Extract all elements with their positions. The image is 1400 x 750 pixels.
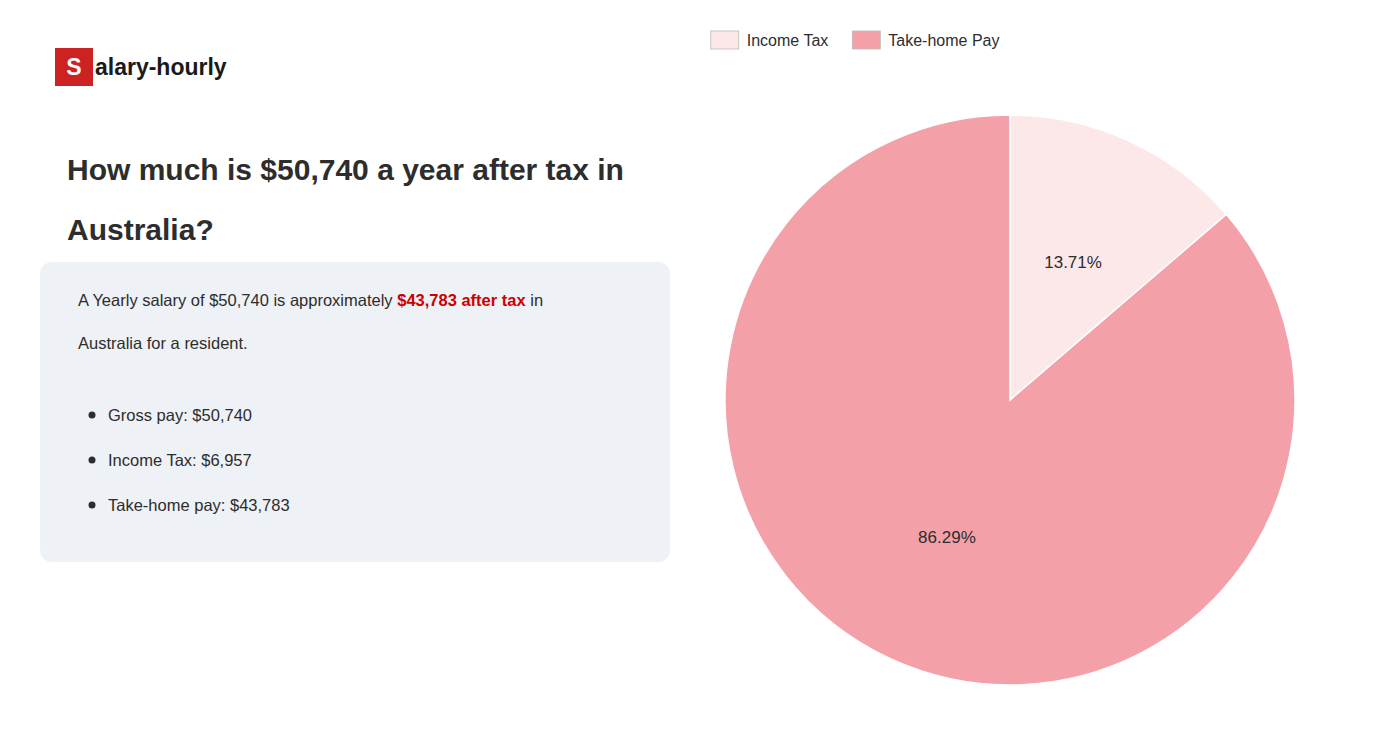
logo-text: alary-hourly xyxy=(95,54,227,80)
data-label: 86.29% xyxy=(918,528,976,547)
info-box xyxy=(40,262,670,562)
legend-swatch xyxy=(711,31,739,49)
box-line: Australia for a resident. xyxy=(78,334,248,352)
bullet-dot xyxy=(89,412,96,419)
title: How much is $50,740 a year after tax in xyxy=(67,153,624,186)
bullet-dot xyxy=(89,502,96,509)
legend: Income Tax Take-home Pay xyxy=(711,31,1000,49)
bullet-text: Income Tax: $6,957 xyxy=(108,451,252,469)
legend-item: Income Tax xyxy=(711,31,829,49)
box-text: A Yearly salary of $50,740 is approximat… xyxy=(78,291,397,309)
box-highlight: $43,783 after tax xyxy=(397,291,526,309)
legend-label: Income Tax xyxy=(747,32,829,49)
legend-label: Take-home Pay xyxy=(888,32,999,49)
data-labels: 13.71% 86.29% xyxy=(918,253,1102,547)
chart-root: Salary-hourly How much is $50,740 a year … xyxy=(0,0,1400,750)
bullet-text: Gross pay: $50,740 xyxy=(108,406,252,424)
legend-item: Take-home Pay xyxy=(852,31,999,49)
data-label: 13.71% xyxy=(1044,253,1102,272)
title: Australia? xyxy=(67,213,214,246)
bullet-text: Take-home pay: $43,783 xyxy=(108,496,290,514)
box-line: A Yearly salary of $50,740 is approximat… xyxy=(78,291,543,309)
bullet-dot xyxy=(89,457,96,464)
logo-box xyxy=(55,48,93,86)
box-text: in xyxy=(526,291,543,309)
pie xyxy=(725,115,1295,685)
legend-swatch xyxy=(852,31,880,49)
logo-letter: S xyxy=(66,54,81,80)
pie-slice xyxy=(725,115,1295,685)
